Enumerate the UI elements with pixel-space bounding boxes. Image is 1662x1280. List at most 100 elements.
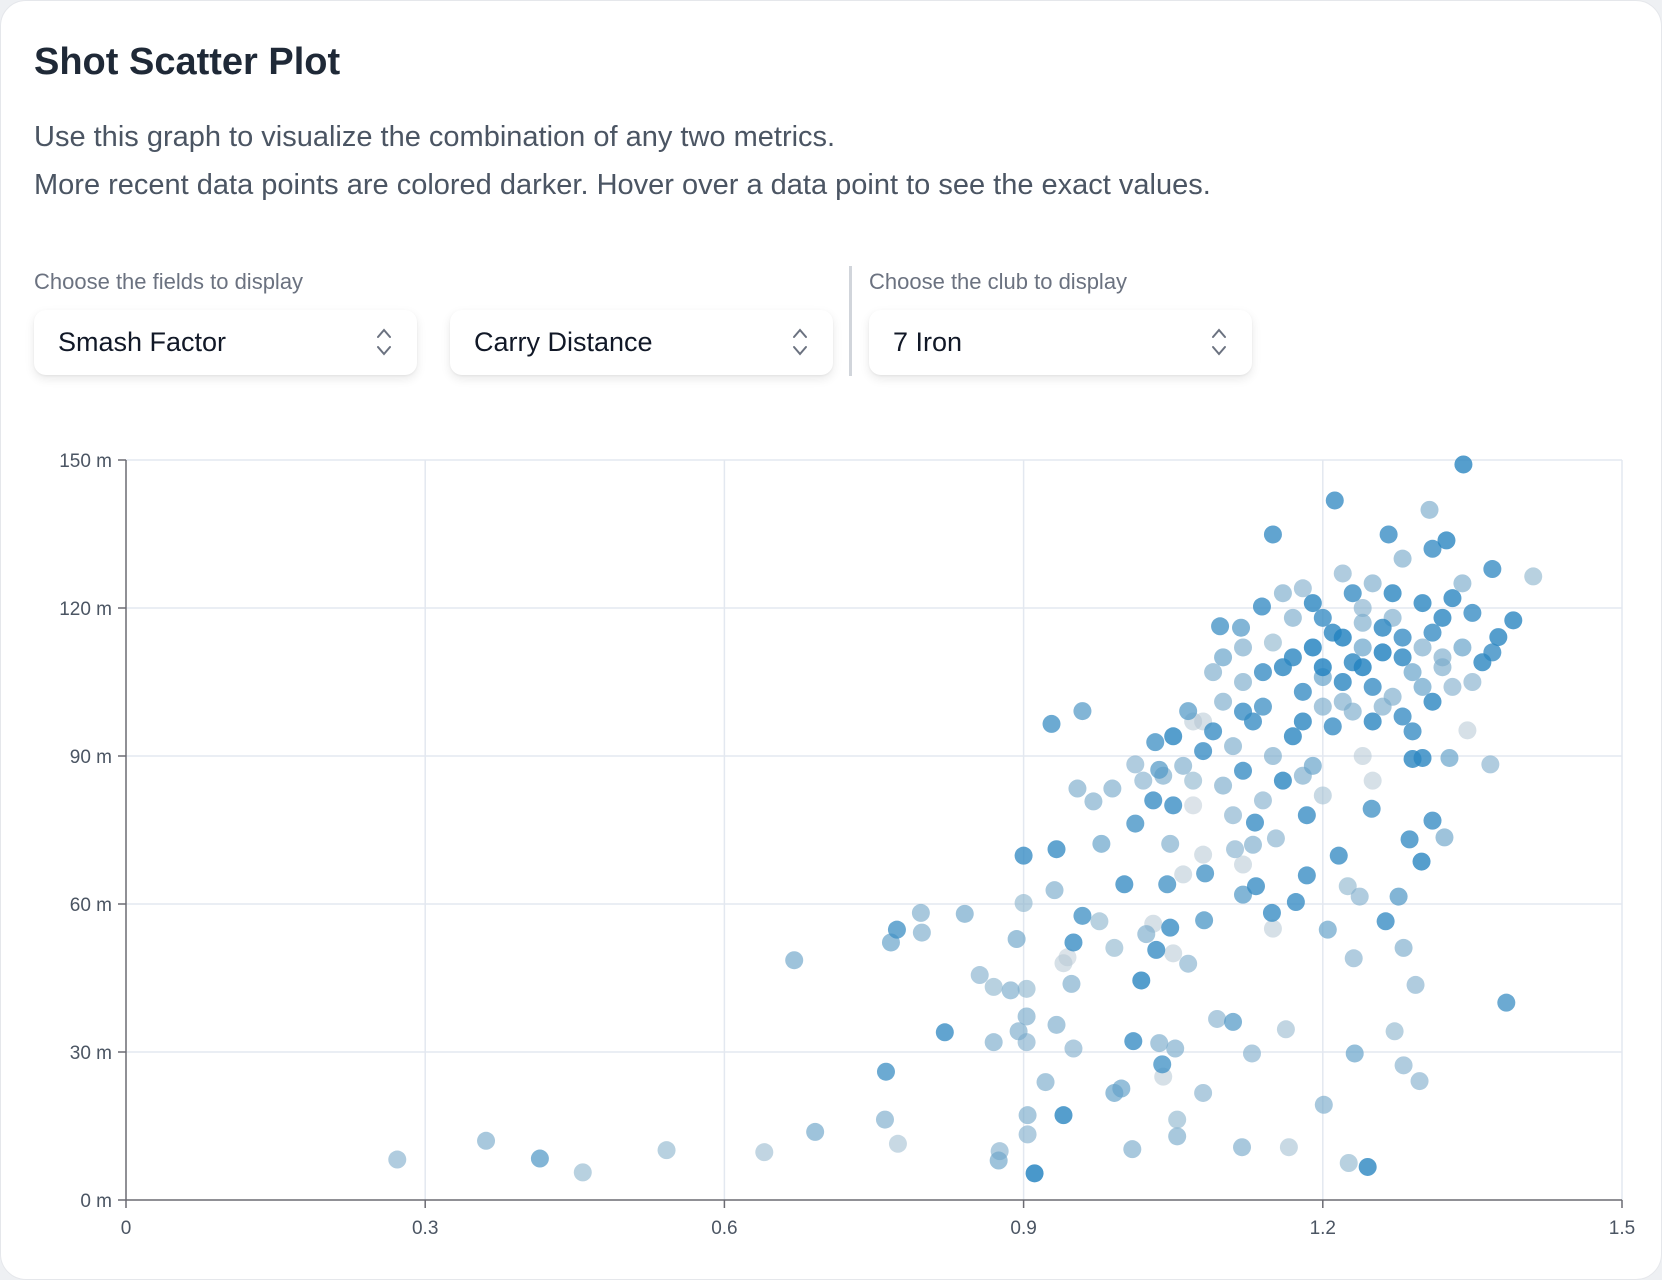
data-point[interactable] — [1001, 981, 1020, 1000]
data-point[interactable] — [1440, 748, 1459, 767]
data-point[interactable] — [1194, 1083, 1213, 1102]
data-point[interactable] — [1273, 584, 1292, 603]
data-point[interactable] — [1153, 1055, 1172, 1074]
data-point[interactable] — [1463, 673, 1482, 691]
data-point[interactable] — [1412, 852, 1431, 871]
data-point[interactable] — [1166, 1039, 1185, 1058]
data-point[interactable] — [1064, 933, 1083, 952]
data-point[interactable] — [1234, 885, 1253, 904]
data-point[interactable] — [1389, 887, 1408, 906]
data-point[interactable] — [1313, 786, 1332, 805]
data-point[interactable] — [573, 1163, 592, 1182]
data-point[interactable] — [1234, 761, 1253, 780]
data-point[interactable] — [984, 1033, 1003, 1052]
data-point[interactable] — [1194, 845, 1213, 864]
data-point[interactable] — [1363, 574, 1382, 593]
data-point[interactable] — [1483, 560, 1502, 579]
data-point[interactable] — [1433, 608, 1452, 627]
data-point[interactable] — [1184, 796, 1203, 815]
data-point[interactable] — [1313, 697, 1332, 716]
data-point[interactable] — [1234, 702, 1253, 721]
data-point[interactable] — [1242, 1044, 1261, 1063]
data-point[interactable] — [1353, 638, 1372, 657]
data-point[interactable] — [1150, 1034, 1169, 1053]
data-point[interactable] — [1233, 1138, 1252, 1157]
data-point[interactable] — [1279, 1138, 1298, 1157]
data-point[interactable] — [1376, 912, 1395, 931]
data-point[interactable] — [1204, 663, 1223, 682]
data-point[interactable] — [1353, 747, 1372, 765]
data-point[interactable] — [1184, 771, 1203, 790]
data-point[interactable] — [1054, 1106, 1073, 1125]
data-point[interactable] — [1403, 722, 1422, 741]
data-point[interactable] — [1343, 702, 1362, 721]
data-point[interactable] — [1393, 707, 1412, 726]
data-point[interactable] — [1090, 912, 1109, 931]
data-point[interactable] — [1245, 813, 1264, 832]
data-point[interactable] — [1224, 737, 1243, 756]
data-point[interactable] — [1137, 925, 1156, 944]
data-point[interactable] — [1214, 648, 1233, 667]
data-point[interactable] — [1073, 906, 1092, 925]
data-point[interactable] — [1473, 653, 1492, 672]
data-point[interactable] — [1025, 1164, 1044, 1183]
data-point[interactable] — [1266, 829, 1285, 848]
data-point[interactable] — [1373, 697, 1392, 716]
data-point[interactable] — [1263, 525, 1282, 544]
data-point[interactable] — [1338, 877, 1357, 896]
data-point[interactable] — [1410, 1072, 1429, 1091]
data-point[interactable] — [1232, 618, 1251, 637]
data-point[interactable] — [1234, 673, 1253, 691]
data-point[interactable] — [1253, 663, 1272, 682]
data-point[interactable] — [1394, 938, 1413, 957]
data-point[interactable] — [1253, 791, 1272, 810]
data-point[interactable] — [1263, 747, 1282, 765]
data-point[interactable] — [1433, 648, 1452, 667]
data-point[interactable] — [1423, 623, 1442, 642]
data-point[interactable] — [1363, 677, 1382, 696]
data-point[interactable] — [1325, 491, 1344, 510]
data-point[interactable] — [1036, 1073, 1055, 1092]
data-point[interactable] — [1017, 979, 1036, 998]
data-point[interactable] — [1394, 1056, 1413, 1075]
data-point[interactable] — [1406, 975, 1425, 994]
data-point[interactable] — [1373, 643, 1392, 662]
data-point[interactable] — [1204, 722, 1223, 741]
data-point[interactable] — [1481, 755, 1500, 774]
data-point[interactable] — [1318, 920, 1337, 939]
data-point[interactable] — [1497, 993, 1516, 1012]
data-point[interactable] — [1263, 633, 1282, 652]
data-point[interactable] — [1303, 594, 1322, 613]
club-select[interactable]: 7 Iron — [869, 310, 1252, 375]
data-point[interactable] — [1443, 677, 1462, 696]
data-point[interactable] — [1073, 702, 1092, 721]
data-point[interactable] — [1350, 887, 1369, 906]
data-point[interactable] — [1333, 628, 1352, 647]
data-point[interactable] — [1253, 697, 1272, 716]
data-point[interactable] — [1283, 608, 1302, 627]
data-point[interactable] — [1379, 525, 1398, 544]
data-point[interactable] — [1017, 1007, 1036, 1026]
data-point[interactable] — [1208, 1009, 1227, 1028]
data-point[interactable] — [1161, 918, 1180, 937]
data-point[interactable] — [1126, 755, 1145, 774]
data-point[interactable] — [785, 951, 804, 970]
data-point[interactable] — [1042, 714, 1061, 733]
data-point[interactable] — [1329, 846, 1348, 865]
data-point[interactable] — [1132, 971, 1151, 990]
data-point[interactable] — [1195, 911, 1214, 930]
data-point[interactable] — [1234, 855, 1253, 874]
data-point[interactable] — [1168, 1110, 1187, 1129]
data-point[interactable] — [1018, 1125, 1037, 1144]
data-point[interactable] — [1146, 733, 1165, 752]
data-point[interactable] — [1353, 599, 1372, 617]
data-point[interactable] — [1084, 792, 1103, 811]
data-point[interactable] — [1373, 618, 1392, 637]
data-point[interactable] — [1437, 531, 1456, 550]
data-point[interactable] — [1413, 594, 1432, 613]
data-point[interactable] — [1054, 954, 1073, 973]
data-point[interactable] — [1123, 1140, 1142, 1159]
x-field-select[interactable]: Smash Factor — [34, 310, 417, 375]
data-point[interactable] — [1092, 834, 1111, 853]
data-point[interactable] — [1164, 796, 1183, 815]
